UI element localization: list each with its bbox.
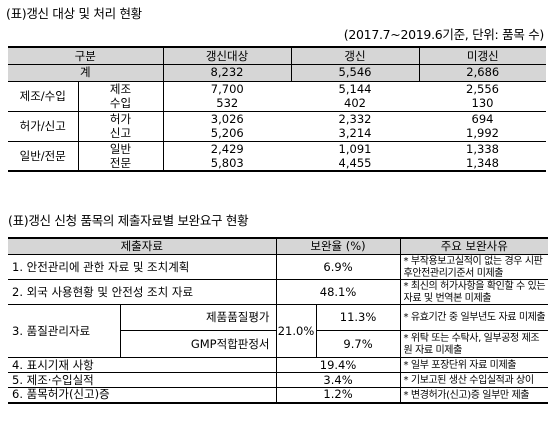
table-row: 일반/전문 일반 2,429 1,091 1,338	[8, 141, 546, 171]
table2-caption: (표)갱신 신청 품목의 제출자료별 보완요구 현황	[8, 213, 249, 228]
row-rate: 3.4%	[275, 372, 401, 388]
table-row: 2. 외국 사용현황 및 안전성 조치 자료 48.1% * 최신의 허가사항을…	[8, 279, 549, 305]
total-renewed: 5,546	[290, 64, 420, 82]
header-not-renewed: 미갱신	[418, 47, 547, 65]
row-label: 허가	[78, 111, 164, 126]
table-row: 수입 532 402 130	[8, 96, 547, 112]
row-label: 수입	[78, 96, 164, 112]
row-label: 3. 품질관리자료	[8, 304, 121, 358]
sub-row-label: GMP적합판정서	[120, 330, 277, 358]
row-reason: * 최신의 허가사항을 확인할 수 있는 자료 및 번역본 미제출	[399, 279, 549, 305]
cell-not-renewed: 2,556	[466, 81, 499, 96]
row-rate: 1.2%	[275, 387, 401, 403]
total-target: 8,232	[162, 64, 292, 82]
cell-target: 5,803	[210, 156, 244, 170]
row-label: 6. 품목허가(신고)증	[8, 387, 277, 403]
cell-target: 2,429	[210, 141, 244, 156]
cell-renewed: 1,091	[338, 141, 372, 156]
total-row: 계 8,232 5,546 2,686	[8, 64, 547, 82]
renewal-status-table: 구분 갱신대상 갱신 미갱신 계 8,232 5,546 2,686 제조/수입…	[8, 46, 547, 172]
header-document: 제출자료	[8, 237, 277, 255]
cell-renewed: 5,144	[338, 81, 372, 96]
row-label: 2. 외국 사용현황 및 안전성 조치 자료	[8, 279, 277, 305]
total-not-renewed: 2,686	[418, 64, 547, 82]
cell-not-renewed: 1,992	[419, 126, 547, 142]
header-rate: 보완율 (%)	[275, 237, 401, 255]
sub-row-rate: 9.7%	[315, 330, 401, 358]
table-row: 4. 표시기재 사항 19.4% * 일부 포장단위 자료 미제출	[8, 357, 549, 373]
table-row: GMP적합판정서 9.7% * 위탁 또는 수탁사, 일부공정 제조원 자료 미…	[8, 330, 549, 358]
sub-row-label: 제품품질평가	[119, 304, 277, 331]
group-label: 허가/신고	[8, 111, 79, 142]
table-row: 5. 제조·수입실적 3.4% * 기보고된 생산 수입실적과 상이	[8, 372, 549, 388]
cell-renewed: 4,455	[338, 156, 372, 170]
row-label: 전문	[78, 156, 164, 171]
row-label: 5. 제조·수입실적	[8, 372, 277, 388]
row-reason: * 일부 포장단위 자료 미제출	[399, 357, 549, 373]
table1-caption: (표)갱신 대상 및 처리 현황	[6, 6, 142, 21]
total-label: 계	[8, 64, 164, 82]
table1-unit-note: (2017.7~2019.6기준, 단위: 품목 수)	[343, 27, 545, 42]
sub-row-reason: * 유효기간 중 일부년도 자료 미제출	[399, 304, 549, 331]
sub-row-rate: 11.3%	[315, 304, 401, 331]
cell-renewed: 402	[291, 96, 420, 112]
group-label: 제조/수입	[8, 81, 79, 112]
sub-row-reason: * 위탁 또는 수탁사, 일부공정 제조원 자료 미제출	[399, 330, 549, 358]
table-row: 전문 5,803 4,455 1,348	[8, 156, 546, 171]
cell-target: 3,026	[210, 111, 244, 126]
table-row: 신고 5,206 3,214 1,992	[8, 126, 547, 142]
row-reason: * 기보고된 생산 수입실적과 상이	[399, 372, 549, 388]
table-row: 3. 품질관리자료 제품품질평가 21.0% 11.3% * 유효기간 중 일부…	[8, 304, 549, 358]
row-rate: 21.0%	[275, 304, 317, 358]
table-row: 1. 안전관리에 관한 자료 및 조치계획 6.9% * 부작용보고실적이 없는…	[8, 254, 549, 280]
row-label: 4. 표시기재 사항	[8, 357, 277, 373]
row-label: 1. 안전관리에 관한 자료 및 조치계획	[8, 254, 277, 280]
table-row: 제조/수입 제조 7,700 5,144 2,556	[8, 81, 546, 112]
cell-not-renewed: 1,348	[466, 156, 499, 170]
row-label: 제조	[78, 81, 164, 96]
row-reason: * 부작용보고실적이 없는 경우 시판후안전관리기준서 미제출	[399, 254, 549, 280]
row-rate: 19.4%	[275, 357, 401, 373]
table2-header-row: 제출자료 보완율 (%) 주요 보완사유	[8, 237, 549, 255]
table-row: 6. 품목허가(신고)증 1.2% * 변경허가(신고)증 일부만 제출	[8, 387, 549, 403]
table-row: 허가/신고 허가 3,026 2,332 694	[8, 111, 546, 142]
cell-renewed: 2,332	[338, 111, 372, 126]
header-category: 구분	[8, 47, 164, 65]
cell-target: 5,206	[163, 126, 292, 142]
row-label: 신고	[78, 126, 164, 142]
cell-target: 7,700	[210, 81, 244, 96]
table1-header-row: 구분 갱신대상 갱신 미갱신	[8, 47, 547, 65]
row-label: 일반	[78, 141, 164, 156]
supplement-request-table: 제출자료 보완율 (%) 주요 보완사유 1. 안전관리에 관한 자료 및 조치…	[8, 237, 549, 404]
cell-not-renewed: 130	[419, 96, 547, 112]
header-renewed: 갱신	[290, 47, 420, 65]
group-label: 일반/전문	[8, 141, 79, 171]
cell-not-renewed: 1,338	[466, 141, 499, 156]
cell-target: 532	[163, 96, 292, 112]
row-reason: * 변경허가(신고)증 일부만 제출	[399, 387, 549, 403]
cell-renewed: 3,214	[291, 126, 420, 142]
cell-not-renewed: 694	[471, 111, 494, 126]
row-rate: 6.9%	[275, 254, 401, 280]
header-reason: 주요 보완사유	[399, 237, 549, 255]
row-rate: 48.1%	[275, 279, 401, 305]
header-target: 갱신대상	[162, 47, 292, 65]
